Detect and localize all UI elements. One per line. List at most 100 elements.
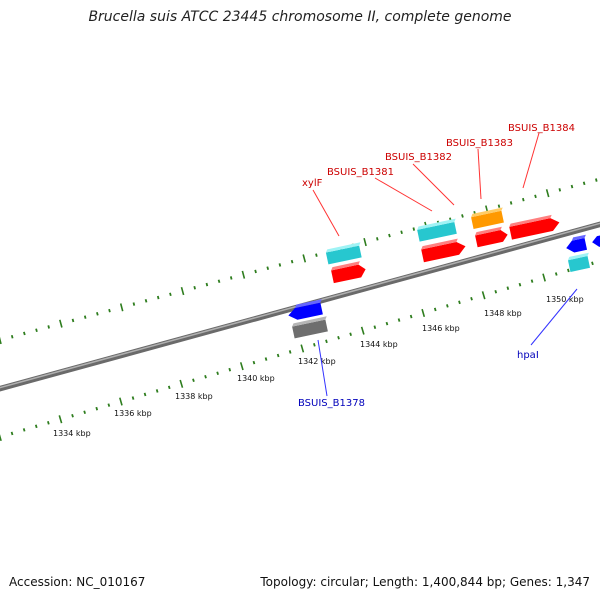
gene-BSUIS_B1381-aux[interactable] [417, 218, 459, 242]
minor-tick [264, 357, 268, 361]
minor-tick [83, 315, 87, 319]
gene-xylF-aux[interactable] [325, 242, 363, 265]
minor-tick [156, 295, 160, 300]
forward-gene-labels: xylF BSUIS_B1381 BSUIS_B1382 BSUIS_B1383… [302, 123, 575, 189]
label-BSUIS_B1383[interactable]: BSUIS_B1383 [446, 138, 513, 149]
minor-tick [71, 318, 75, 323]
major-tick [119, 303, 124, 312]
scale-label: 1334 kbp [53, 429, 91, 438]
minor-tick [131, 396, 135, 400]
scale-label: 1348 kbp [484, 309, 522, 318]
major-tick [360, 326, 365, 335]
minor-tick [494, 289, 498, 294]
minor-tick [470, 297, 473, 301]
inner-scale-track [0, 261, 594, 442]
major-tick [241, 270, 246, 279]
major-tick [179, 379, 184, 388]
gene-BSUIS_B1378[interactable] [292, 316, 330, 339]
minor-tick [497, 204, 501, 208]
minor-tick [47, 421, 50, 425]
gene-BSUIS_B1384[interactable] [509, 214, 561, 240]
minor-tick [290, 259, 294, 264]
minor-tick [167, 385, 171, 390]
minor-tick [35, 328, 38, 333]
minor-tick [373, 325, 377, 329]
gene-edge-blue[interactable] [591, 234, 600, 248]
minor-tick [192, 378, 195, 383]
minor-tick [132, 302, 136, 306]
minor-tick [193, 285, 196, 290]
minor-tick [591, 261, 594, 266]
major-tick [0, 434, 2, 442]
minor-tick [570, 184, 574, 189]
gene-xylF[interactable] [330, 260, 367, 284]
label-BSUIS_B1378[interactable]: BSUIS_B1378 [298, 398, 365, 409]
minor-tick [376, 237, 379, 241]
scale-labels: 1334 kbp 1336 kbp 1338 kbp 1340 kbp 1342… [53, 295, 584, 438]
topology-text: Topology: circular; Length: 1,400,844 bp… [260, 575, 590, 589]
minor-tick [108, 308, 111, 313]
major-tick [545, 189, 550, 198]
minor-tick [144, 299, 148, 303]
minor-tick [71, 413, 74, 418]
major-tick [59, 319, 63, 328]
minor-tick [10, 334, 14, 339]
minor-tick [446, 304, 449, 308]
reverse-gene-labels: BSUIS_B1378 hpaI [298, 350, 539, 409]
minor-tick [254, 269, 257, 274]
gene-BSUIS_B1383[interactable] [470, 207, 505, 229]
minor-tick [349, 332, 352, 337]
scale-label: 1344 kbp [360, 340, 398, 349]
minor-tick [47, 325, 50, 329]
minor-tick [34, 424, 38, 429]
label-xylF[interactable]: xylF [302, 178, 323, 189]
label-BSUIS_B1381[interactable]: BSUIS_B1381 [327, 167, 394, 178]
minor-tick [595, 178, 598, 182]
scale-label: 1340 kbp [237, 374, 275, 383]
label-BSUIS_B1384[interactable]: BSUIS_B1384 [508, 123, 575, 134]
gene-hpaI[interactable] [567, 252, 592, 272]
minor-tick [204, 374, 207, 379]
minor-tick [252, 360, 256, 365]
gene-hpaI-aux[interactable] [564, 234, 589, 254]
accession-text: Accession: NC_010167 [9, 575, 146, 589]
minor-tick [325, 339, 328, 344]
label-BSUIS_B1382[interactable]: BSUIS_B1382 [385, 152, 452, 163]
minor-tick [143, 392, 147, 397]
minor-tick [518, 282, 522, 287]
minor-tick [461, 214, 464, 218]
minor-tick [558, 188, 562, 192]
minor-tick [228, 367, 232, 372]
map-title: Brucella suis ATCC 23445 chromosome II, … [88, 9, 512, 25]
minor-tick [567, 268, 570, 273]
minor-tick [458, 300, 461, 305]
gene-reverse-blue[interactable] [287, 299, 325, 321]
label-hpaI[interactable]: hpaI [517, 350, 539, 361]
outer-scale-track [0, 178, 598, 345]
major-tick [0, 336, 2, 345]
gene-BSUIS_B1382[interactable] [474, 226, 508, 248]
forward-leaders [312, 132, 540, 237]
minor-tick [216, 371, 219, 376]
minor-tick [22, 428, 26, 432]
scale-label: 1346 kbp [422, 324, 460, 333]
major-tick [58, 415, 63, 424]
minor-tick [400, 230, 403, 235]
minor-tick [582, 181, 586, 186]
minor-tick [433, 307, 437, 312]
minor-tick [337, 336, 340, 340]
scale-label: 1338 kbp [175, 392, 213, 401]
scale-label: 1336 kbp [114, 409, 152, 418]
minor-tick [412, 227, 416, 231]
minor-tick [388, 233, 391, 238]
gene-BSUIS_B1381[interactable] [421, 237, 467, 263]
minor-tick [266, 266, 270, 270]
minor-tick [397, 318, 401, 322]
minor-tick [83, 410, 86, 414]
forward-genes [325, 207, 561, 284]
major-tick [302, 254, 307, 263]
minor-tick [278, 263, 282, 267]
minor-tick [276, 353, 280, 358]
major-tick [300, 344, 305, 353]
